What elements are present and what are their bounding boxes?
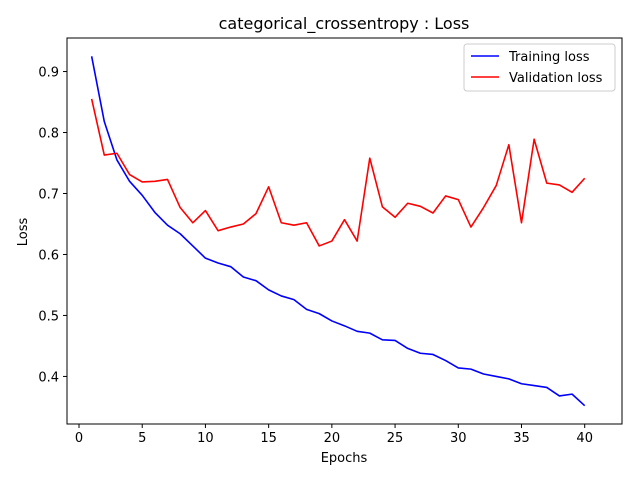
legend-entry: Validation loss bbox=[509, 71, 603, 86]
x-tick-label: 20 bbox=[324, 431, 341, 446]
y-tick-label: 0.8 bbox=[38, 127, 59, 142]
x-tick-label: 40 bbox=[576, 431, 593, 446]
x-tick-label: 30 bbox=[450, 431, 467, 446]
y-tick-label: 0.4 bbox=[38, 370, 59, 385]
x-axis-label: Epochs bbox=[321, 451, 368, 466]
series-line-validation-loss bbox=[90, 98, 586, 247]
axes-frame bbox=[66, 37, 623, 425]
y-axis-label: Loss bbox=[16, 218, 31, 247]
legend-box bbox=[463, 43, 616, 92]
x-tick-label: 25 bbox=[387, 431, 404, 446]
x-tick-label: 5 bbox=[138, 431, 146, 446]
legend-entry: Training loss bbox=[508, 50, 590, 65]
x-tick-label: 0 bbox=[75, 431, 83, 446]
series-line-training-loss bbox=[90, 56, 586, 407]
x-tick-label: 35 bbox=[513, 431, 530, 446]
plot-area: 0 5 10 15 20 25 30 35 40 0.4 0.5 0.6 0.7 0.8 0.9 bbox=[38, 37, 623, 446]
chart-title: categorical_crossentropy : Loss bbox=[219, 14, 470, 34]
y-tick-label: 0.5 bbox=[38, 309, 59, 324]
x-tick-label: 10 bbox=[197, 431, 214, 446]
y-tick-label: 0.6 bbox=[38, 248, 59, 263]
legend: Training loss Validation loss bbox=[463, 43, 616, 92]
x-tick-label: 15 bbox=[260, 431, 277, 446]
y-tick-label: 0.7 bbox=[38, 187, 59, 202]
y-tick-label: 0.9 bbox=[38, 66, 59, 81]
